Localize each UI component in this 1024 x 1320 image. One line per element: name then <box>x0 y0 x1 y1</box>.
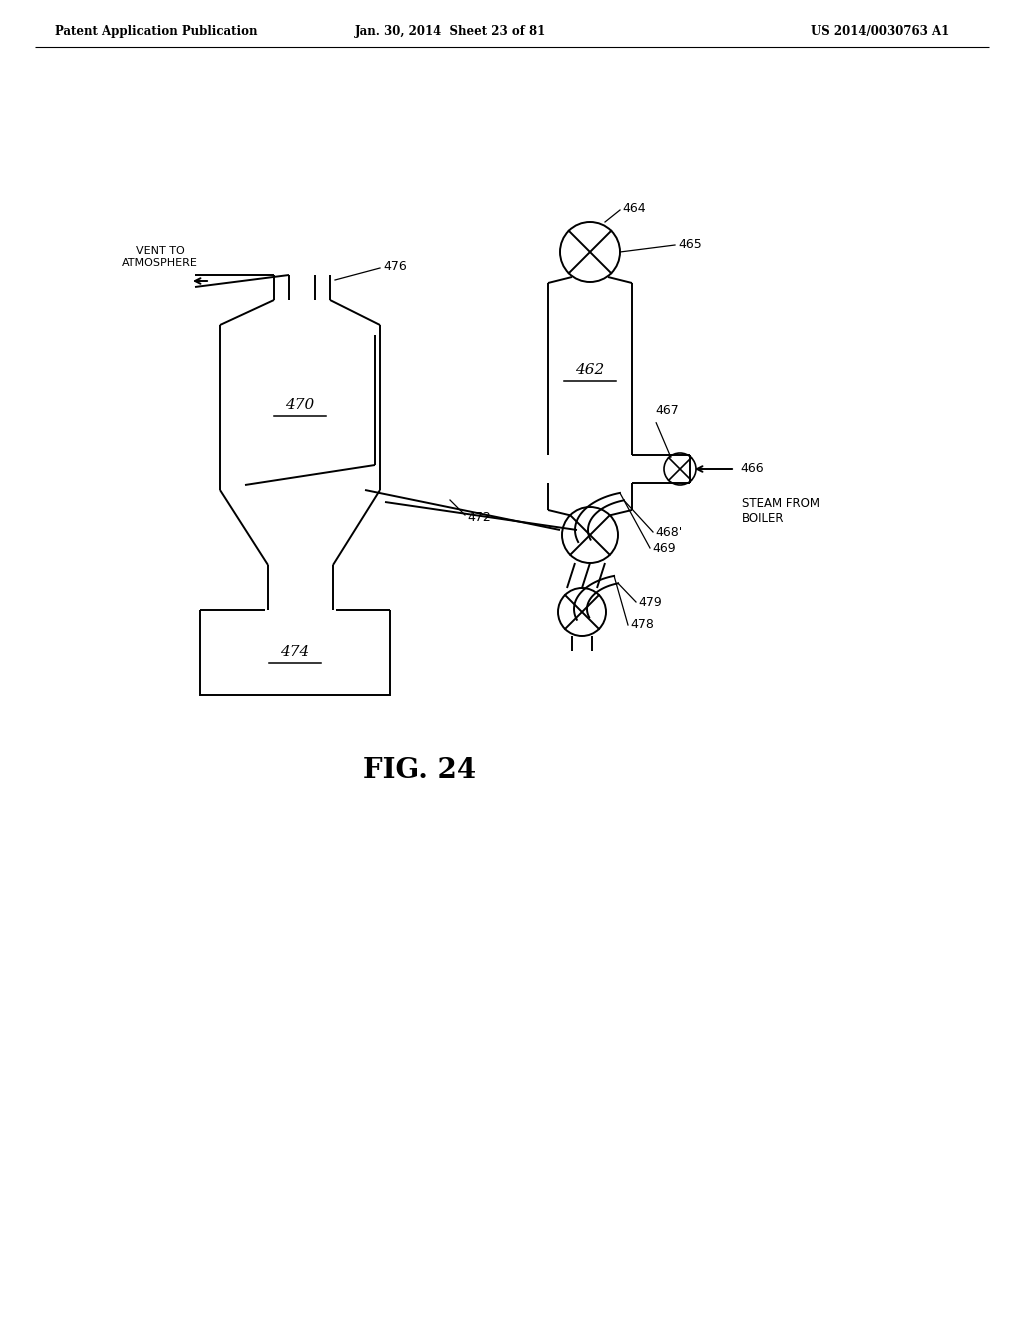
Text: 476: 476 <box>383 260 407 273</box>
Text: 466: 466 <box>740 462 764 475</box>
Text: 479: 479 <box>638 595 662 609</box>
Text: VENT TO
ATMOSPHERE: VENT TO ATMOSPHERE <box>122 247 198 268</box>
Text: Patent Application Publication: Patent Application Publication <box>55 25 257 38</box>
Text: 465: 465 <box>678 239 701 252</box>
Text: 478: 478 <box>630 619 654 631</box>
Text: 470: 470 <box>286 399 314 412</box>
Text: 462: 462 <box>575 363 604 378</box>
Text: STEAM FROM
BOILER: STEAM FROM BOILER <box>742 498 820 525</box>
Text: 464: 464 <box>622 202 645 214</box>
Text: Jan. 30, 2014  Sheet 23 of 81: Jan. 30, 2014 Sheet 23 of 81 <box>354 25 546 38</box>
Text: 467: 467 <box>655 404 679 417</box>
Text: 474: 474 <box>281 645 309 659</box>
Text: 468': 468' <box>655 525 682 539</box>
Text: FIG. 24: FIG. 24 <box>364 756 476 784</box>
Text: US 2014/0030763 A1: US 2014/0030763 A1 <box>811 25 949 38</box>
Text: 469: 469 <box>652 541 676 554</box>
Text: 472: 472 <box>467 511 490 524</box>
